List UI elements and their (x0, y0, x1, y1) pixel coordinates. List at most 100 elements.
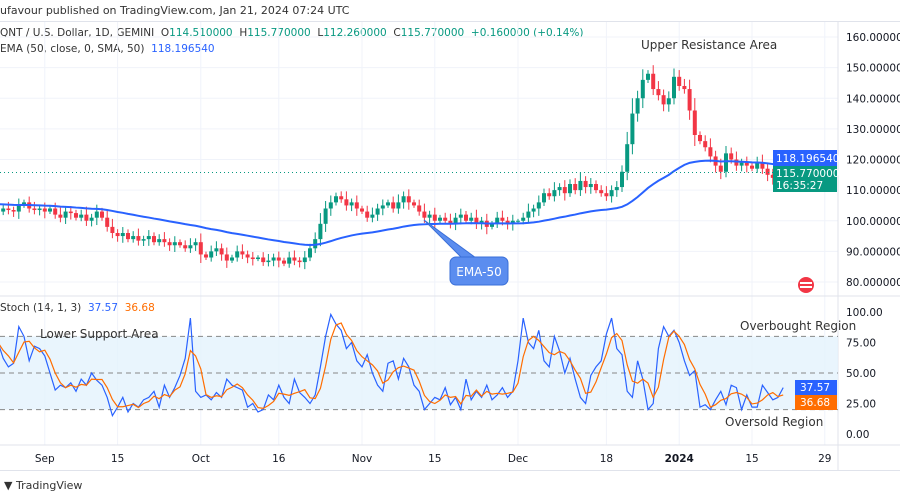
stoch-k-tag-text: 37.57 (800, 382, 830, 394)
stoch-legend[interactable]: Stoch (14, 1, 3) 37.57 36.68 (0, 302, 155, 314)
candle-down (136, 236, 141, 241)
candle-down (261, 257, 266, 263)
current-price-tag (773, 166, 837, 192)
candle-up (308, 248, 312, 258)
publisher-header: ufavour published on TradingView.com, Ja… (0, 0, 900, 22)
ema-label: EMA (50, close, 0, SMA, 50) (0, 43, 145, 55)
footer: ▼ TradingView (0, 470, 900, 500)
candle-down (760, 162, 765, 169)
candle-up (630, 113, 635, 145)
candle-down (583, 180, 588, 188)
upper-resistance-label: Upper Resistance Area (641, 38, 777, 52)
candle-up (635, 98, 640, 114)
candle-down (770, 174, 775, 178)
time-tick-label: 15 (745, 453, 758, 465)
candle-down (500, 217, 505, 221)
ema-callout-text: EMA-50 (456, 265, 501, 279)
time-tick-label: Nov (352, 453, 373, 465)
stoch-tick-label: 0.00 (846, 429, 869, 441)
candle-down (562, 187, 567, 194)
candle-up (396, 202, 401, 209)
candle-up (323, 208, 328, 224)
low-label: L (317, 27, 324, 39)
stoch-label: Stoch (14, 1, 3) (0, 302, 82, 314)
stoch-k-value: 37.57 (87, 302, 118, 314)
candle-up (672, 76, 676, 99)
candle-down (105, 217, 110, 227)
open-label: O (160, 27, 170, 39)
candle-down (573, 184, 578, 191)
candle-down (594, 184, 598, 191)
time-tick-label: Sep (35, 453, 55, 465)
candle-down (365, 211, 370, 218)
candle-up (458, 214, 463, 218)
candle-up (521, 217, 526, 221)
close-value: 115.770000 (400, 27, 465, 39)
candle-down (162, 239, 167, 243)
stoch-tick-label: 50.00 (846, 368, 876, 380)
time-tick-label: 2024 (665, 453, 694, 465)
candle-up (328, 202, 333, 209)
candle-up (526, 211, 531, 218)
stoch-d-tag (795, 395, 837, 410)
candle-up (146, 236, 151, 240)
price-tick-label: 90.000000 (846, 246, 900, 258)
candle-down (708, 147, 713, 157)
candle-down (354, 202, 359, 209)
ema-50-line (0, 159, 784, 246)
candle-up (318, 223, 323, 240)
candle-down (178, 242, 182, 246)
candle-down (53, 208, 58, 215)
lower-support-label: Lower Support Area (40, 327, 159, 341)
candle-down (167, 242, 172, 246)
stoch-tick-label: 25.00 (846, 399, 876, 411)
candle-down (250, 257, 255, 260)
candle-down (677, 76, 682, 86)
low-value: 112.260000 (323, 27, 387, 39)
candle-up (89, 217, 94, 221)
candle-up (302, 257, 307, 263)
chart-canvas[interactable]: 160.000000 150.000000 140.000000 130.000000… (0, 0, 900, 470)
candle-up (531, 208, 536, 212)
candle-up (609, 190, 614, 197)
candle-down (276, 257, 281, 261)
candle-down (292, 257, 297, 261)
candle-up (568, 184, 572, 194)
price-tick-label: 120.000000 (846, 155, 900, 167)
candle-up (495, 217, 500, 224)
candle-up (386, 202, 390, 206)
candle-up (438, 217, 442, 221)
price-tick-label: 160.000000 (846, 32, 900, 44)
candle-up (375, 208, 380, 215)
candle-down (599, 190, 604, 194)
candle-up (131, 236, 136, 240)
ema-callout-box (449, 256, 509, 286)
candle-up (755, 162, 760, 169)
candle-down (183, 245, 188, 249)
candle-down (682, 86, 687, 90)
candle-down (718, 165, 723, 172)
candle-down (692, 110, 697, 135)
candle-up (557, 187, 562, 191)
symbol-name[interactable]: QNT / U.S. Dollar, 1D, GEMINI (0, 27, 155, 39)
candle-up (666, 98, 671, 105)
candle-down (58, 214, 63, 218)
stoch-tick-label: 100.00 (846, 307, 883, 319)
candle-down (11, 210, 16, 212)
overbought-label: Overbought Region (740, 319, 856, 333)
current-price-text: 115.770000 (776, 168, 839, 180)
candle-down (344, 199, 349, 206)
ema-value: 118.196540 (151, 43, 215, 55)
stoch-tick-label: 75.00 (846, 338, 876, 350)
stoch-k-tag (795, 380, 837, 395)
candle-down (115, 233, 120, 237)
candle-down (443, 217, 448, 221)
candle-up (287, 257, 292, 264)
candle-down (765, 168, 770, 175)
candle-down (74, 213, 78, 218)
ema-legend[interactable]: EMA (50, close, 0, SMA, 50) 118.196540 (0, 43, 215, 55)
candle-down (729, 153, 734, 160)
symbol-legend: QNT / U.S. Dollar, 1D, GEMINI O114.51000… (0, 27, 583, 39)
candle-down (84, 214, 89, 221)
candle-down (339, 196, 344, 200)
